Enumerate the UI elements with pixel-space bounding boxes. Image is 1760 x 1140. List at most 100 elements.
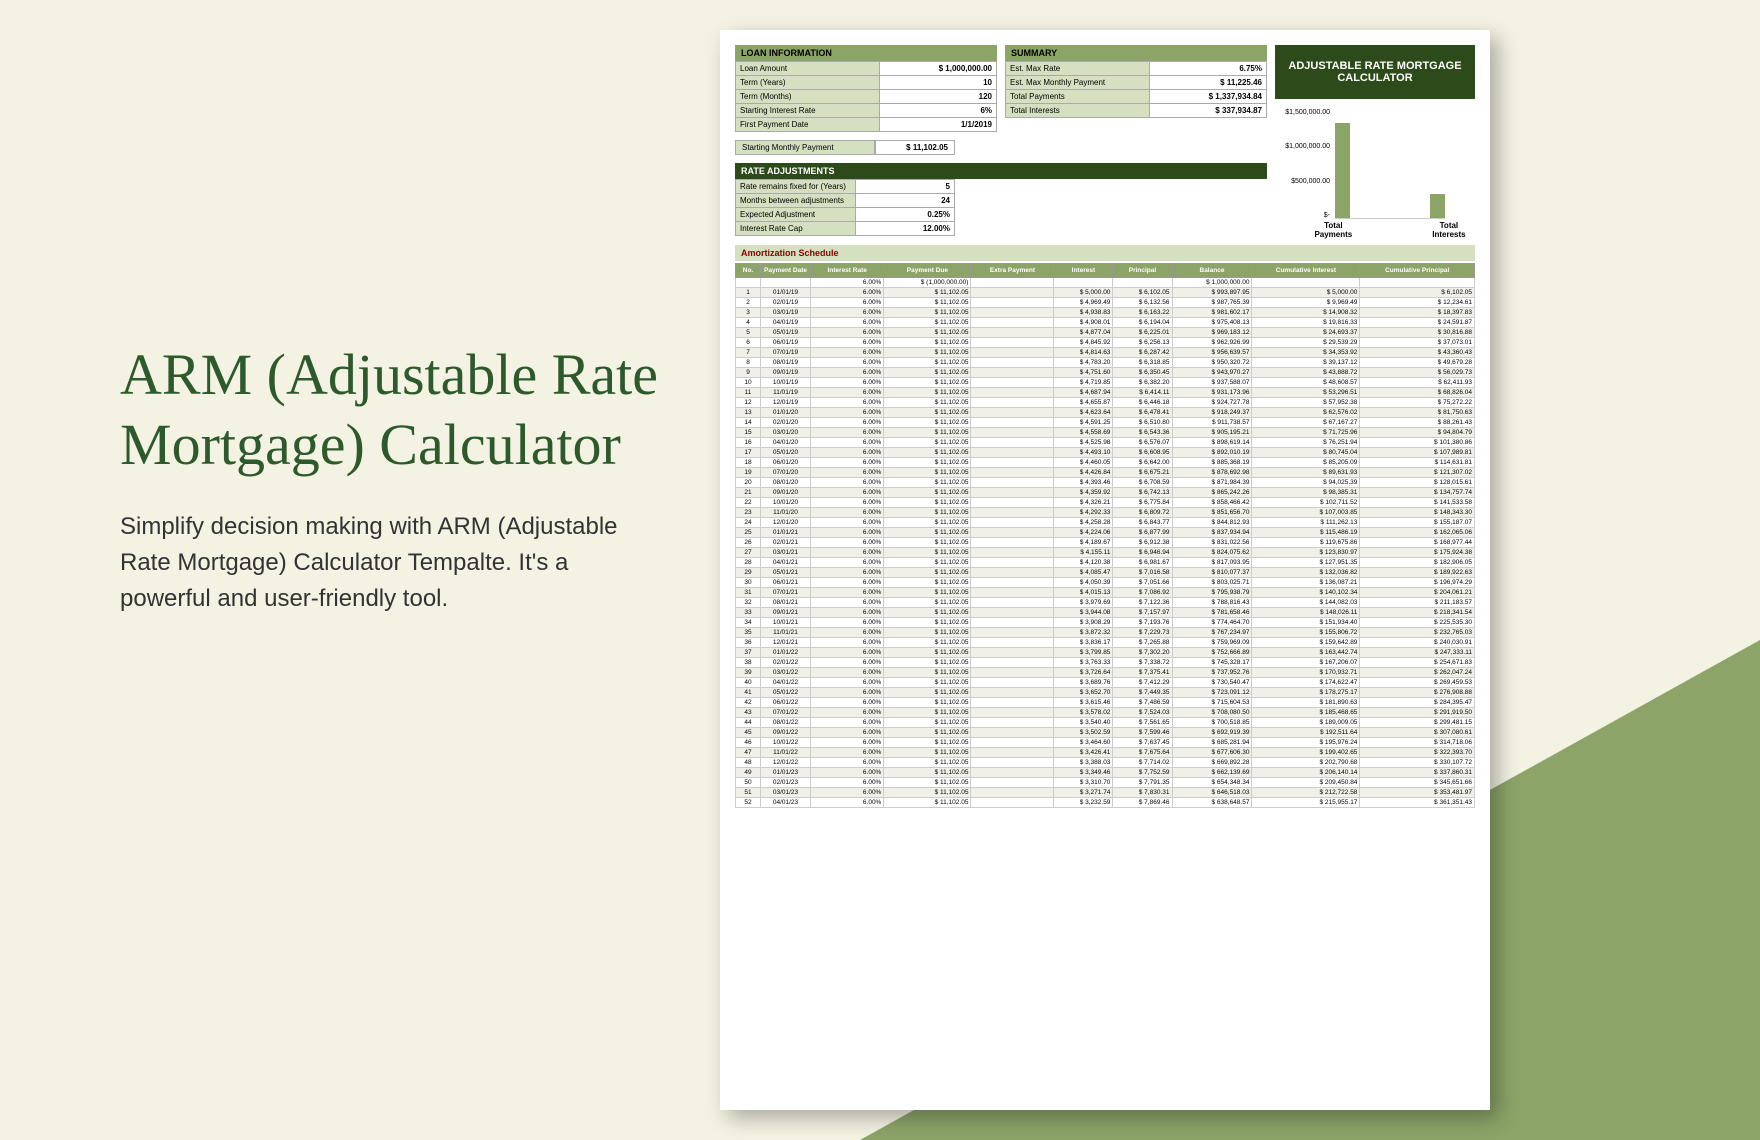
table-row: 3208/01/216.00%$ 11,102.05$ 3,979.69$ 7,… xyxy=(736,598,1475,608)
rate-adj-table: Rate remains fixed for (Years)5Months be… xyxy=(735,179,955,236)
info-value: 6% xyxy=(879,104,996,118)
table-row: 2804/01/216.00%$ 11,102.05$ 4,120.38$ 6,… xyxy=(736,558,1475,568)
monthly-label: Starting Monthly Payment xyxy=(735,140,875,155)
info-label: Rate remains fixed for (Years) xyxy=(736,180,856,194)
info-value: 0.25% xyxy=(856,208,955,222)
page-title: ARM (Adjustable Rate Mortgage) Calculato… xyxy=(120,340,660,479)
table-row: 4509/01/226.00%$ 11,102.05$ 3,502.59$ 7,… xyxy=(736,728,1475,738)
info-label: Loan Amount xyxy=(736,62,880,76)
table-row: 707/01/196.00%$ 11,102.05$ 4,814.63$ 6,2… xyxy=(736,348,1475,358)
table-row: 4711/01/226.00%$ 11,102.05$ 3,426.41$ 7,… xyxy=(736,748,1475,758)
table-row: 1010/01/196.00%$ 11,102.05$ 4,719.85$ 6,… xyxy=(736,378,1475,388)
info-label: Est. Max Rate xyxy=(1006,62,1150,76)
amort-column-header: Cumulative Interest xyxy=(1252,264,1360,278)
info-label: Est. Max Monthly Payment xyxy=(1006,76,1150,90)
info-value: $ 1,000,000.00 xyxy=(879,62,996,76)
info-label: Months between adjustments xyxy=(736,194,856,208)
table-row: 5002/01/236.00%$ 11,102.05$ 3,310.70$ 7,… xyxy=(736,778,1475,788)
info-value: 120 xyxy=(879,90,996,104)
info-value: 1/1/2019 xyxy=(879,118,996,132)
table-row: 1111/01/196.00%$ 11,102.05$ 4,687.94$ 6,… xyxy=(736,388,1475,398)
summary-chart: $1,500,000.00$1,000,000.00$500,000.00$- … xyxy=(1275,109,1475,239)
info-label: First Payment Date xyxy=(736,118,880,132)
table-row: 3309/01/216.00%$ 11,102.05$ 3,944.08$ 7,… xyxy=(736,608,1475,618)
amort-column-header: Payment Date xyxy=(761,264,811,278)
chart-bar-label: Total Payments xyxy=(1314,221,1352,239)
table-row: 1907/01/206.00%$ 11,102.05$ 4,426.84$ 6,… xyxy=(736,468,1475,478)
amort-column-header: Interest Rate xyxy=(811,264,884,278)
table-row: 4901/01/236.00%$ 11,102.05$ 3,349.46$ 7,… xyxy=(736,768,1475,778)
table-row: 4105/01/226.00%$ 11,102.05$ 3,652.70$ 7,… xyxy=(736,688,1475,698)
table-row: 5204/01/236.00%$ 11,102.05$ 3,232.59$ 7,… xyxy=(736,798,1475,808)
table-row: 4812/01/226.00%$ 11,102.05$ 3,388.03$ 7,… xyxy=(736,758,1475,768)
info-label: Total Interests xyxy=(1006,104,1150,118)
table-row: 4408/01/226.00%$ 11,102.05$ 3,540.40$ 7,… xyxy=(736,718,1475,728)
marketing-panel: ARM (Adjustable Rate Mortgage) Calculato… xyxy=(120,340,660,617)
table-row: 4307/01/226.00%$ 11,102.05$ 3,578.02$ 7,… xyxy=(736,708,1475,718)
table-row: 3612/01/216.00%$ 11,102.05$ 3,836.17$ 7,… xyxy=(736,638,1475,648)
amort-column-header: Extra Payment xyxy=(971,264,1054,278)
table-row: 4206/01/226.00%$ 11,102.05$ 3,615.46$ 7,… xyxy=(736,698,1475,708)
table-row: 3511/01/216.00%$ 11,102.05$ 3,872.32$ 7,… xyxy=(736,628,1475,638)
table-row: 1301/01/206.00%$ 11,102.05$ 4,623.64$ 6,… xyxy=(736,408,1475,418)
amort-column-header: Balance xyxy=(1172,264,1252,278)
amort-header: Amortization Schedule xyxy=(735,245,1475,261)
info-label: Interest Rate Cap xyxy=(736,222,856,236)
table-row: 2311/01/206.00%$ 11,102.05$ 4,292.33$ 6,… xyxy=(736,508,1475,518)
table-row: 2602/01/216.00%$ 11,102.05$ 4,189.67$ 6,… xyxy=(736,538,1475,548)
table-row: 2210/01/206.00%$ 11,102.05$ 4,326.21$ 6,… xyxy=(736,498,1475,508)
table-row: 2008/01/206.00%$ 11,102.05$ 4,393.46$ 6,… xyxy=(736,478,1475,488)
rate-adj-header: RATE ADJUSTMENTS xyxy=(735,163,1267,179)
table-row: 3006/01/216.00%$ 11,102.05$ 4,050.39$ 7,… xyxy=(736,578,1475,588)
info-value: 6.75% xyxy=(1149,62,1266,76)
table-row: 4610/01/226.00%$ 11,102.05$ 3,464.60$ 7,… xyxy=(736,738,1475,748)
info-value: $ 1,337,934.84 xyxy=(1149,90,1266,104)
amort-column-header: Cumulative Principal xyxy=(1360,264,1475,278)
table-row: 1604/01/206.00%$ 11,102.05$ 4,525.98$ 6,… xyxy=(736,438,1475,448)
info-value: 5 xyxy=(856,180,955,194)
loan-info-table: Loan Amount$ 1,000,000.00Term (Years)10T… xyxy=(735,61,997,132)
monthly-value: $ 11,102.05 xyxy=(875,140,955,155)
info-value: 10 xyxy=(879,76,996,90)
info-label: Term (Months) xyxy=(736,90,880,104)
table-row: 3701/01/226.00%$ 11,102.05$ 3,799.85$ 7,… xyxy=(736,648,1475,658)
table-row: 606/01/196.00%$ 11,102.05$ 4,845.92$ 6,2… xyxy=(736,338,1475,348)
amort-column-header: Interest xyxy=(1054,264,1113,278)
table-row: 505/01/196.00%$ 11,102.05$ 4,877.04$ 6,2… xyxy=(736,328,1475,338)
chart-bar xyxy=(1430,194,1445,218)
info-label: Term (Years) xyxy=(736,76,880,90)
table-row: 1705/01/206.00%$ 11,102.05$ 4,493.10$ 6,… xyxy=(736,448,1475,458)
summary-header: SUMMARY xyxy=(1005,45,1267,61)
table-row: 3802/01/226.00%$ 11,102.05$ 3,763.33$ 7,… xyxy=(736,658,1475,668)
table-row: 1212/01/196.00%$ 11,102.05$ 4,655.87$ 6,… xyxy=(736,398,1475,408)
info-label: Total Payments xyxy=(1006,90,1150,104)
spreadsheet-document: LOAN INFORMATION Loan Amount$ 1,000,000.… xyxy=(720,30,1490,1110)
info-value: $ 11,225.46 xyxy=(1149,76,1266,90)
chart-bar-label: Total Interests xyxy=(1432,221,1465,239)
table-row: 3903/01/226.00%$ 11,102.05$ 3,726.64$ 7,… xyxy=(736,668,1475,678)
info-label: Expected Adjustment xyxy=(736,208,856,222)
monthly-payment-row: Starting Monthly Payment $ 11,102.05 xyxy=(735,140,1267,155)
table-row: 1806/01/206.00%$ 11,102.05$ 4,460.05$ 6,… xyxy=(736,458,1475,468)
info-label: Starting Interest Rate xyxy=(736,104,880,118)
amort-column-header: No. xyxy=(736,264,761,278)
table-row: 2109/01/206.00%$ 11,102.05$ 4,359.92$ 6,… xyxy=(736,488,1475,498)
table-row: 808/01/196.00%$ 11,102.05$ 4,783.20$ 6,3… xyxy=(736,358,1475,368)
table-row: 4004/01/226.00%$ 11,102.05$ 3,689.76$ 7,… xyxy=(736,678,1475,688)
table-row: 202/01/196.00%$ 11,102.05$ 4,969.49$ 6,1… xyxy=(736,298,1475,308)
summary-table: Est. Max Rate6.75%Est. Max Monthly Payme… xyxy=(1005,61,1267,118)
table-row: 6.00%$ (1,000,000.00)$ 1,000,000.00 xyxy=(736,278,1475,288)
amort-column-header: Principal xyxy=(1113,264,1172,278)
table-row: 3107/01/216.00%$ 11,102.05$ 4,015.13$ 7,… xyxy=(736,588,1475,598)
table-row: 101/01/196.00%$ 11,102.05$ 5,000.00$ 6,1… xyxy=(736,288,1475,298)
table-row: 1503/01/206.00%$ 11,102.05$ 4,558.69$ 6,… xyxy=(736,428,1475,438)
loan-info-header: LOAN INFORMATION xyxy=(735,45,997,61)
table-row: 5103/01/236.00%$ 11,102.05$ 3,271.74$ 7,… xyxy=(736,788,1475,798)
table-row: 2905/01/216.00%$ 11,102.05$ 4,085.47$ 7,… xyxy=(736,568,1475,578)
info-value: 24 xyxy=(856,194,955,208)
table-row: 909/01/196.00%$ 11,102.05$ 4,751.60$ 6,3… xyxy=(736,368,1475,378)
amort-column-header: Payment Due xyxy=(884,264,971,278)
table-row: 2703/01/216.00%$ 11,102.05$ 4,155.11$ 6,… xyxy=(736,548,1475,558)
calc-title: ADJUSTABLE RATE MORTGAGE CALCULATOR xyxy=(1275,45,1475,99)
chart-bar xyxy=(1335,123,1350,218)
